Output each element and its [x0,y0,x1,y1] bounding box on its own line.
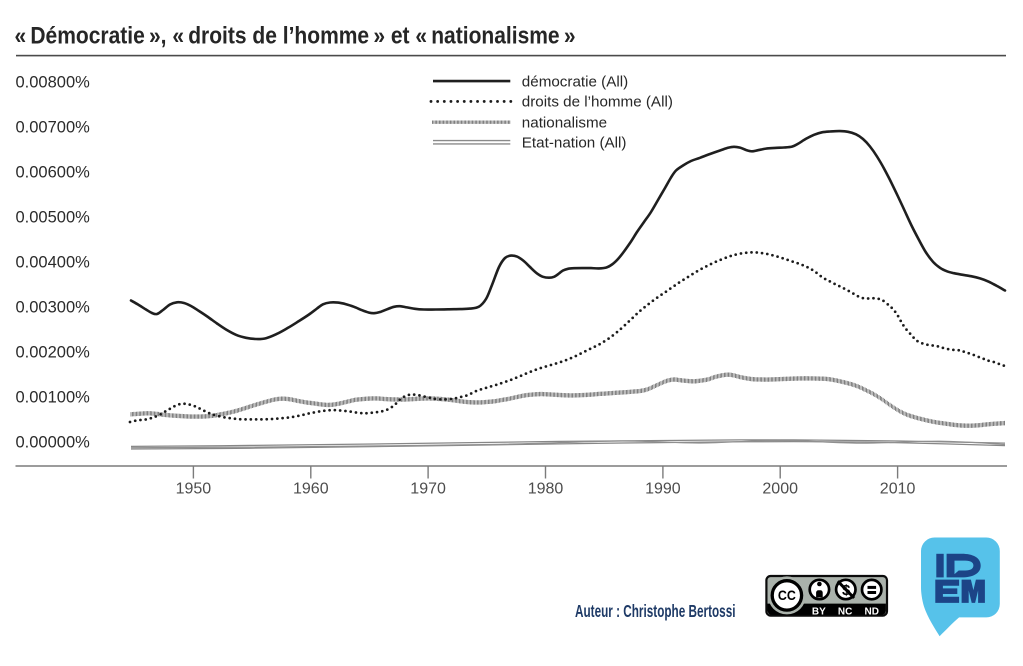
svg-text:1970: 1970 [410,481,446,498]
svg-text:0.00200%: 0.00200% [16,344,91,362]
svg-text:1980: 1980 [528,481,564,498]
svg-text:BY: BY [812,606,826,617]
svg-text:0.00500%: 0.00500% [16,209,91,227]
svg-text:0.00300%: 0.00300% [16,299,91,317]
svg-text:1950: 1950 [176,481,212,498]
svg-text:ND: ND [864,606,878,617]
svg-text:0.00100%: 0.00100% [16,389,91,407]
svg-text:0.00000%: 0.00000% [16,434,91,452]
svg-text:CC: CC [778,587,796,603]
svg-text:nationalisme: nationalisme [522,114,607,131]
svg-text:0.00700%: 0.00700% [16,119,91,137]
svg-text:démocratie (All): démocratie (All) [522,73,628,90]
svg-text:NC: NC [838,606,852,617]
svg-text:Etat-nation (All): Etat-nation (All) [522,134,627,151]
svg-text:1960: 1960 [293,481,329,498]
svg-text:0.00800%: 0.00800% [16,74,91,92]
svg-text:0.00400%: 0.00400% [16,254,91,272]
svg-text:1990: 1990 [645,481,681,498]
svg-text:« Démocratie », « droits de l’: « Démocratie », « droits de l’homme » et… [15,23,576,50]
svg-text:Auteur : Christophe Bertossi: Auteur : Christophe Bertossi [575,601,736,621]
svg-text:2000: 2000 [762,481,798,498]
svg-text:0.00600%: 0.00600% [16,164,91,182]
svg-text:droits de l’homme (All): droits de l’homme (All) [522,94,673,111]
svg-text:2010: 2010 [880,481,916,498]
